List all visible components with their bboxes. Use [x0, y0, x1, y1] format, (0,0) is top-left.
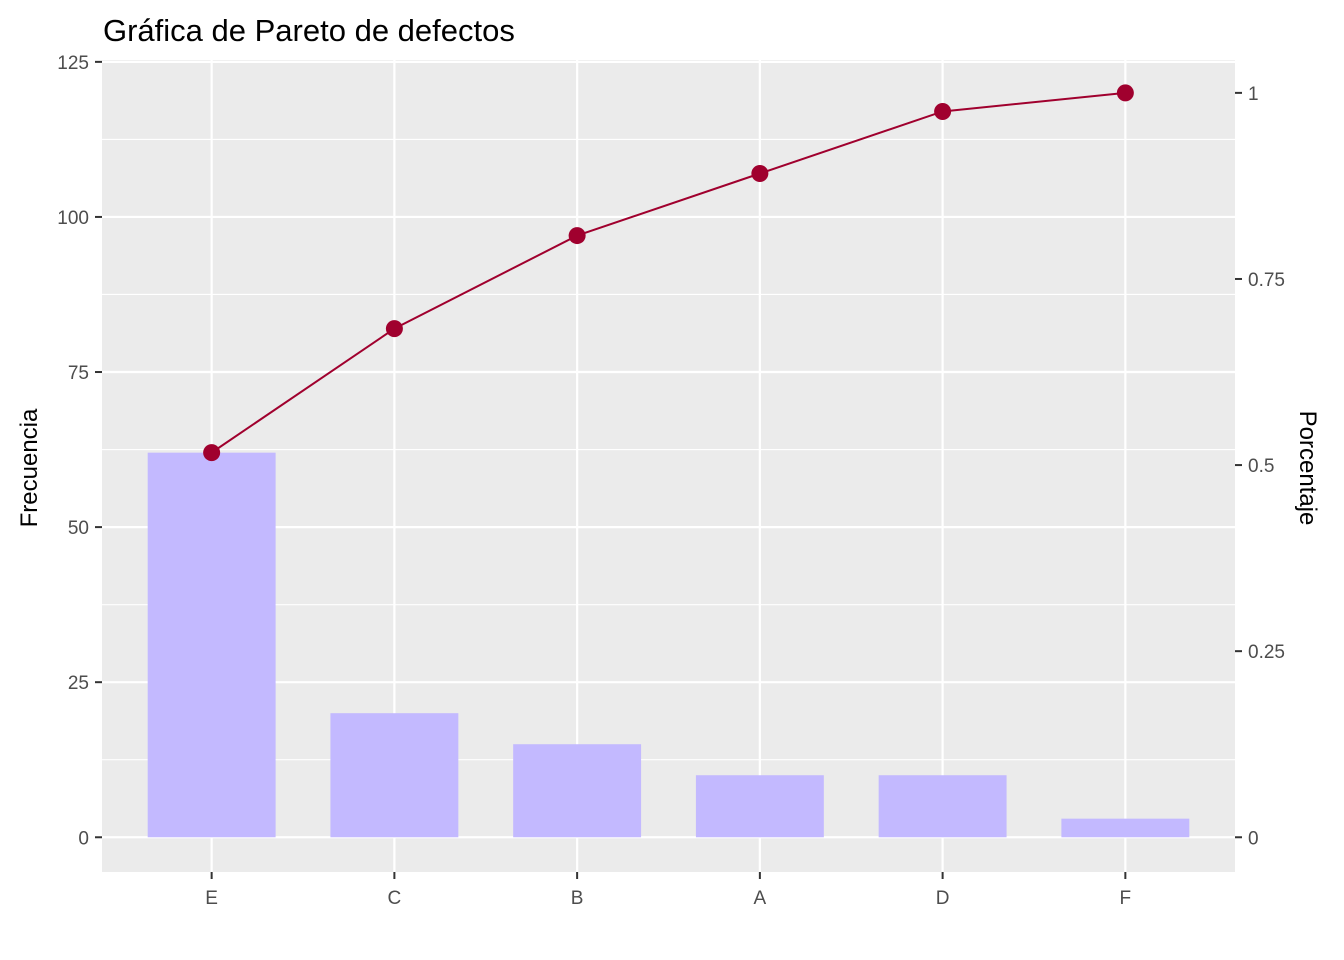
grid-minor [102, 138, 1235, 761]
bar-B [513, 744, 642, 838]
y2-tick-label: 0 [1248, 828, 1259, 849]
bar-series [147, 452, 1190, 838]
y-tick-label: 25 [68, 673, 89, 694]
y2-tick-label: 0.75 [1248, 270, 1285, 291]
x-tick-label: A [754, 888, 767, 909]
y-tick-label: 125 [57, 53, 89, 74]
cumulative-line [211, 91, 1126, 454]
x-tick-label: F [1120, 888, 1132, 909]
y-tick-label: 0 [78, 828, 89, 849]
y2-tick-label: 1 [1248, 84, 1259, 105]
point-B [568, 227, 586, 245]
plot-panel [102, 60, 1235, 872]
y-tick-label: 100 [57, 208, 89, 229]
y-tick-label: 75 [68, 363, 89, 384]
bar-E [147, 452, 276, 838]
bar-C [330, 713, 459, 838]
y2-tick-label: 0.25 [1248, 642, 1285, 663]
point-A [751, 164, 769, 182]
cumulative-line-series [203, 84, 1134, 462]
x-tick-label: D [936, 888, 950, 909]
y2-axis-title: Porcentaje [1294, 411, 1321, 526]
y2-tick-label: 0.5 [1248, 456, 1274, 477]
y-tick-label: 50 [68, 518, 89, 539]
y-axis-title: Frecuencia [16, 408, 43, 527]
bar-A [695, 775, 824, 838]
point-F [1116, 84, 1134, 102]
x-tick-label: C [388, 888, 402, 909]
x-tick-label: B [571, 888, 584, 909]
right-axis: 0 0.25 0.5 0.75 1 [1235, 84, 1285, 849]
x-tick-label: E [205, 888, 218, 909]
left-axis: 0 25 50 75 100 125 [57, 53, 102, 849]
chart-title: Gráfica de Pareto de defectos [103, 13, 515, 48]
bar-D [878, 775, 1007, 838]
bar-F [1061, 818, 1190, 838]
point-C [385, 320, 403, 338]
point-D [934, 102, 952, 120]
point-E [203, 444, 221, 462]
grid-major [102, 60, 1235, 872]
